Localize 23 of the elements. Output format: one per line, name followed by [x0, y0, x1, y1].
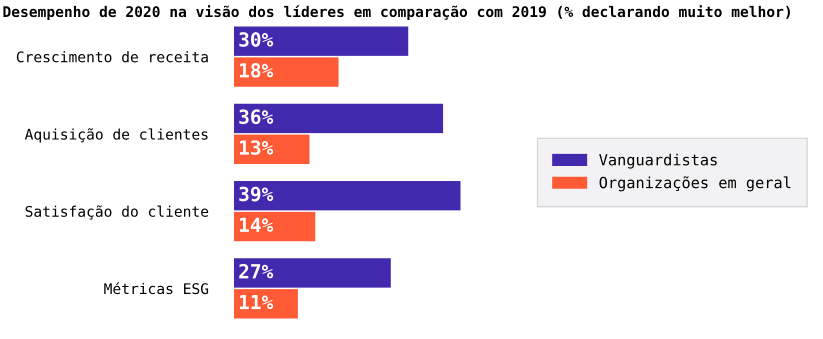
data-label: 13%	[240, 140, 274, 155]
data-label: 39%	[239, 186, 274, 202]
data-label: 14%	[240, 218, 274, 232]
bar	[234, 258, 391, 288]
y-tick-label: Aquisição de clientes	[24, 128, 208, 143]
bar	[234, 181, 460, 210]
bar	[234, 26, 408, 56]
bar	[234, 289, 298, 318]
bar	[234, 212, 316, 242]
data-label: 18%	[240, 62, 274, 78]
bar	[234, 104, 444, 134]
legend-label: Organizações em geral	[600, 176, 790, 192]
data-label: 30%	[239, 32, 274, 47]
data-label: 27%	[239, 264, 274, 278]
bar	[234, 57, 339, 87]
data-label: 11%	[240, 294, 274, 310]
legend-label: Vanguardistas	[599, 154, 717, 169]
chart-title: Desempenho de 2020 na visão dos líderes em comparação com 2019 (% declarando muito melhor)	[3, 5, 790, 20]
y-tick-label: Satisfação do cliente	[26, 205, 208, 220]
bar	[234, 134, 310, 164]
y-tick-label: Crescimento de receita	[16, 51, 208, 62]
data-label: 36%	[239, 109, 274, 124]
y-tick-label: Métricas ESG	[104, 282, 208, 294]
